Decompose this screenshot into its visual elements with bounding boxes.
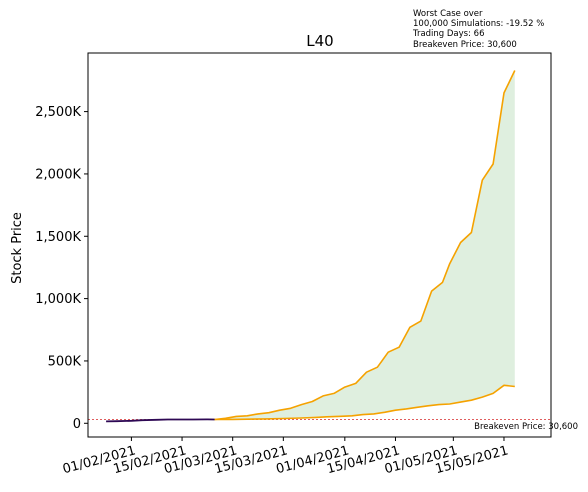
y-tick-label: 0 <box>73 417 81 432</box>
y-axis-label: Stock Price <box>10 212 25 284</box>
y-axis: 0 500K 1,000K 1,500K 2,000K 2,500K <box>35 105 88 432</box>
plot-frame <box>87 52 552 438</box>
historical-price-line <box>106 418 215 423</box>
lower-simulation-line <box>214 384 515 421</box>
y-tick-label: 1,000K <box>35 292 81 307</box>
upper-simulation-line <box>214 70 516 421</box>
x-axis: 01/02/202115/02/202101/03/202115/03/2021… <box>61 437 510 477</box>
info-line-2: 100,000 Simulations: -19.52 % <box>413 19 545 30</box>
line-layer <box>88 70 551 423</box>
info-line-1: Worst Case over <box>413 9 483 19</box>
plot-area <box>88 70 551 423</box>
info-line-4: Breakeven Price: 30,600 <box>413 39 517 50</box>
info-line-3: Trading Days: 66 <box>413 29 485 40</box>
fill-layer <box>214 70 515 420</box>
chart-title: L40 <box>306 32 333 50</box>
simulation-info: Worst Case over 100,000 Simulations: -19… <box>413 9 544 50</box>
y-tick-label: 500K <box>48 354 82 369</box>
y-tick-label: 1,500K <box>35 230 81 245</box>
simulation-range-fill <box>214 70 515 420</box>
breakeven-label: Breakeven Price: 30,600 <box>474 422 578 432</box>
y-tick-label: 2,000K <box>35 167 81 182</box>
y-tick-label: 2,500K <box>35 105 81 120</box>
